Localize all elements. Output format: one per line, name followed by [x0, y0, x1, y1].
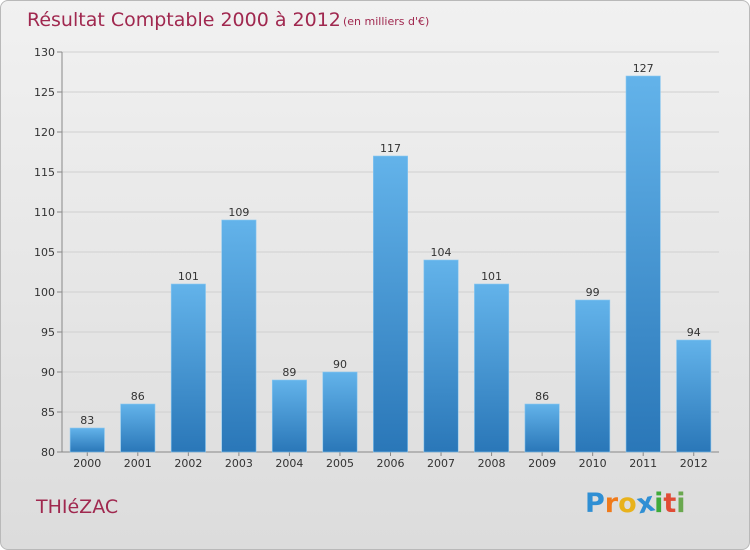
y-tick-label: 115 [34, 166, 55, 179]
proxiti-logo: Proxiti [585, 487, 686, 521]
y-tick-label: 100 [34, 286, 55, 299]
bar-value-label: 109 [228, 206, 249, 219]
bar-2010 [575, 299, 611, 453]
bar-value-label: 86 [131, 390, 145, 403]
x-tick-label: 2005 [326, 457, 354, 470]
unit-note: (en milliers d'€) [343, 15, 430, 28]
bar-value-label: 90 [333, 358, 347, 371]
bar-2011 [625, 75, 661, 453]
bar-value-label: 94 [687, 326, 701, 339]
x-tick-label: 2000 [73, 457, 101, 470]
y-tick-label: 85 [41, 406, 55, 419]
bars [69, 75, 712, 453]
logo-letter: t [663, 488, 677, 519]
bar-2000 [69, 427, 105, 453]
x-tick-label: 2009 [528, 457, 556, 470]
bar-2005 [322, 371, 358, 453]
x-tick-label: 2002 [174, 457, 202, 470]
x-tick-label: 2011 [629, 457, 657, 470]
logo-letter: i [654, 488, 664, 519]
x-tick-label: 2004 [275, 457, 303, 470]
commune-name: THIéZAC [36, 496, 119, 518]
bar-value-label: 89 [282, 366, 296, 379]
logo-letter: P [585, 488, 605, 519]
bar-value-label: 99 [586, 286, 600, 299]
y-tick-label: 125 [34, 86, 55, 99]
x-tick-label: 2003 [225, 457, 253, 470]
bar-value-label: 104 [431, 246, 452, 259]
bar-2008 [474, 283, 510, 453]
bar-2012 [676, 339, 712, 453]
x-tick-label: 2008 [478, 457, 506, 470]
labels: 80 85 90 95 100 105 110 115 120 125 130 83 2000 86 200… [34, 46, 708, 470]
chart-title: Résultat Comptable 2000 à 2012 [27, 9, 341, 31]
logo-letter: o [618, 488, 637, 519]
bar-value-label: 127 [633, 62, 654, 75]
bar-value-label: 101 [481, 270, 502, 283]
x-tick-label: 2001 [124, 457, 152, 470]
y-tick-label: 120 [34, 126, 55, 139]
bar-value-label: 86 [535, 390, 549, 403]
y-tick-label: 130 [34, 46, 55, 59]
bar-value-label: 83 [80, 414, 94, 427]
bar-2001 [120, 403, 156, 453]
bar-2004 [271, 379, 307, 453]
bar-chart: 80 85 90 95 100 105 110 115 120 125 130 83 2000 86 200… [34, 46, 719, 470]
x-tick-label: 2006 [377, 457, 405, 470]
bar-2007 [423, 259, 459, 453]
y-tick-label: 110 [34, 206, 55, 219]
y-tick-label: 80 [41, 446, 55, 459]
x-tick-label: 2007 [427, 457, 455, 470]
bar-2006 [373, 155, 408, 453]
y-tick-label: 105 [34, 246, 55, 259]
y-tick-label: 90 [41, 366, 55, 379]
bar-value-label: 101 [178, 270, 199, 283]
x-tick-label: 2010 [579, 457, 607, 470]
bar-2003 [221, 219, 257, 453]
logo-letter: i [676, 488, 686, 519]
y-tick-label: 95 [41, 326, 55, 339]
bar-value-label: 117 [380, 142, 401, 155]
bar-2009 [524, 403, 560, 453]
logo-letter: r [604, 488, 619, 519]
x-tick-label: 2012 [680, 457, 708, 470]
bar-2002 [170, 283, 206, 453]
